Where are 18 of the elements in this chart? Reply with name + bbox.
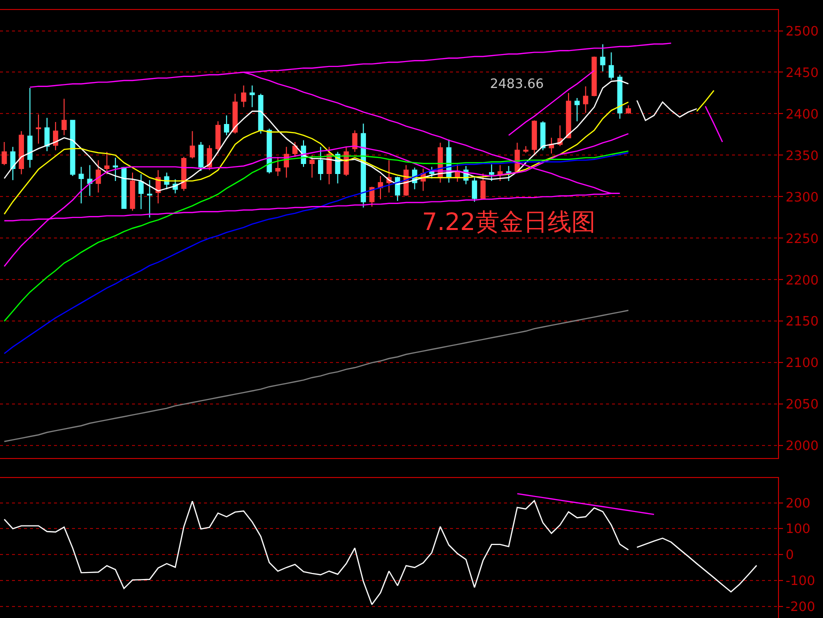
y-tick-label: 2500 (786, 24, 819, 40)
y-tick-label: 200 (786, 496, 810, 512)
y-tick-label: 2050 (786, 398, 819, 413)
y-tick-label: 2100 (786, 356, 819, 372)
y-tick-label: 2200 (786, 273, 819, 288)
y-tick-label: 0 (786, 548, 794, 564)
y-tick-label: 2300 (786, 190, 819, 206)
y-tick-label: 2450 (786, 66, 819, 81)
y-tick-label: 2250 (786, 232, 819, 247)
y-tick-label: 2000 (786, 439, 819, 454)
y-tick-label: 100 (786, 522, 810, 538)
y-tick-label: -100 (786, 574, 816, 589)
y-tick-label: 2150 (786, 314, 819, 330)
annotation: 2483.66 (490, 77, 544, 92)
y-tick-label: 2400 (786, 107, 819, 122)
y-tick-label: 2350 (786, 148, 819, 164)
annotation: 7.22黄金日线图 (422, 208, 596, 236)
y-tick-label: -200 (786, 600, 816, 615)
